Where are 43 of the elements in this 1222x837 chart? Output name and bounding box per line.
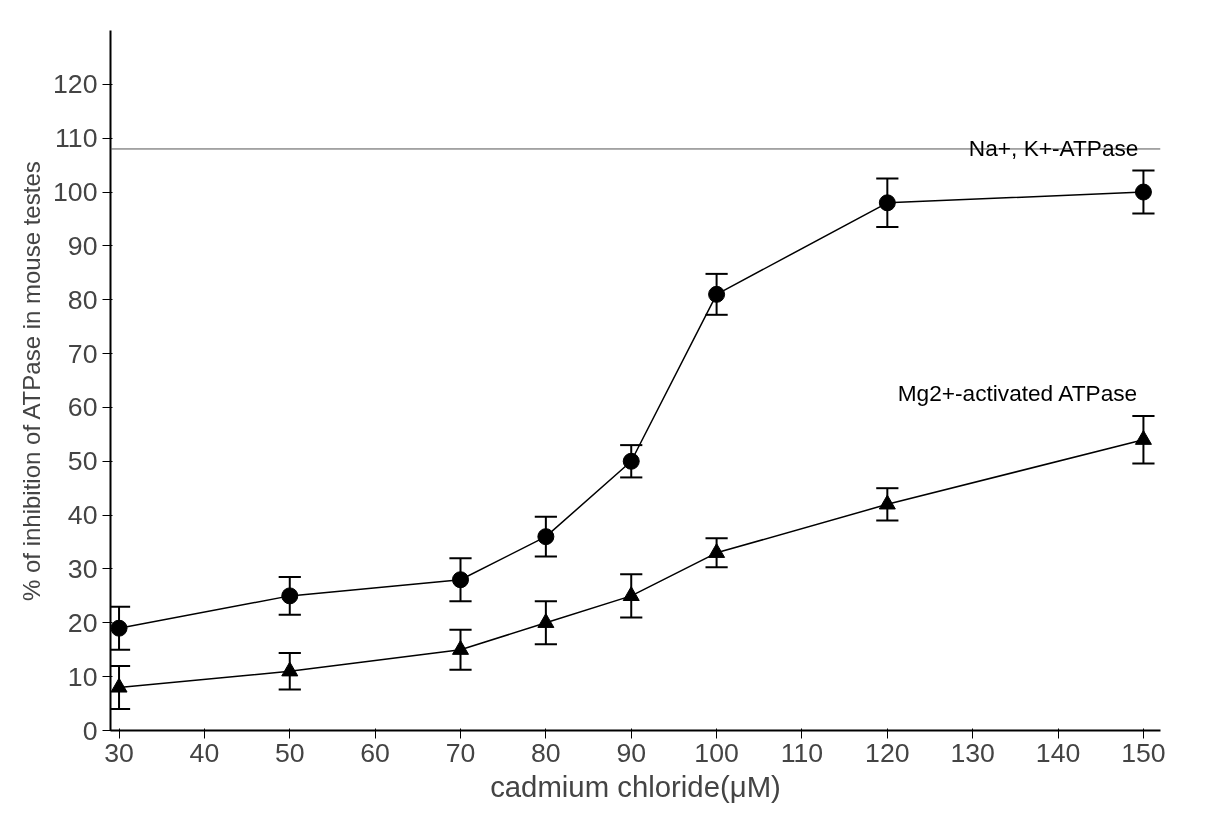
y-tick-label: 30 bbox=[67, 553, 98, 584]
point bbox=[1134, 183, 1152, 201]
y-tick-label: 110 bbox=[55, 123, 98, 154]
x-tick-label: 130 bbox=[950, 737, 995, 768]
y-tick-label: 10 bbox=[67, 661, 98, 692]
series-label: Na+, K+-ATPase bbox=[968, 134, 1139, 161]
point bbox=[1134, 429, 1152, 445]
y-tick-label: 20 bbox=[67, 607, 98, 638]
x-tick-label: 50 bbox=[274, 737, 305, 768]
point bbox=[878, 194, 896, 212]
x-tick-label: 30 bbox=[104, 737, 134, 768]
point bbox=[622, 586, 640, 601]
point bbox=[622, 452, 640, 470]
y-tick-label: 0 bbox=[82, 715, 98, 746]
y-tick-label: 90 bbox=[67, 230, 98, 261]
point bbox=[452, 639, 469, 655]
y-tick-label: 120 bbox=[53, 69, 98, 100]
x-tick-label: 120 bbox=[865, 737, 910, 768]
y-tick-label: 100 bbox=[53, 177, 98, 208]
x-tick-label: 70 bbox=[445, 737, 476, 768]
x-tick-label: 110 bbox=[780, 737, 824, 768]
x-tick-label: 150 bbox=[1121, 737, 1166, 768]
x-tick-label: 100 bbox=[694, 737, 739, 768]
point bbox=[110, 619, 128, 637]
x-axis-title: cadmium chloride(μM) bbox=[490, 769, 781, 803]
y-tick-label: 40 bbox=[67, 500, 98, 531]
y-tick-label: 70 bbox=[67, 338, 98, 369]
x-tick-label: 90 bbox=[616, 737, 647, 768]
point bbox=[708, 543, 726, 558]
series-label: Mg2+-activated ATPase bbox=[897, 380, 1138, 407]
y-axis-title: % of inhibition of ATPase in mouse testes bbox=[18, 161, 46, 602]
x-tick-label: 140 bbox=[1035, 737, 1081, 768]
x-tick-label: 60 bbox=[360, 737, 390, 768]
x-tick-label: 40 bbox=[189, 737, 220, 768]
point bbox=[110, 677, 128, 693]
point bbox=[537, 613, 555, 628]
point bbox=[878, 494, 896, 510]
point bbox=[708, 285, 726, 303]
point bbox=[281, 661, 299, 677]
y-tick-label: 80 bbox=[67, 284, 98, 315]
y-tick-label: 50 bbox=[67, 446, 98, 477]
x-tick-label: 80 bbox=[531, 737, 561, 768]
y-tick-label: 60 bbox=[67, 392, 98, 423]
